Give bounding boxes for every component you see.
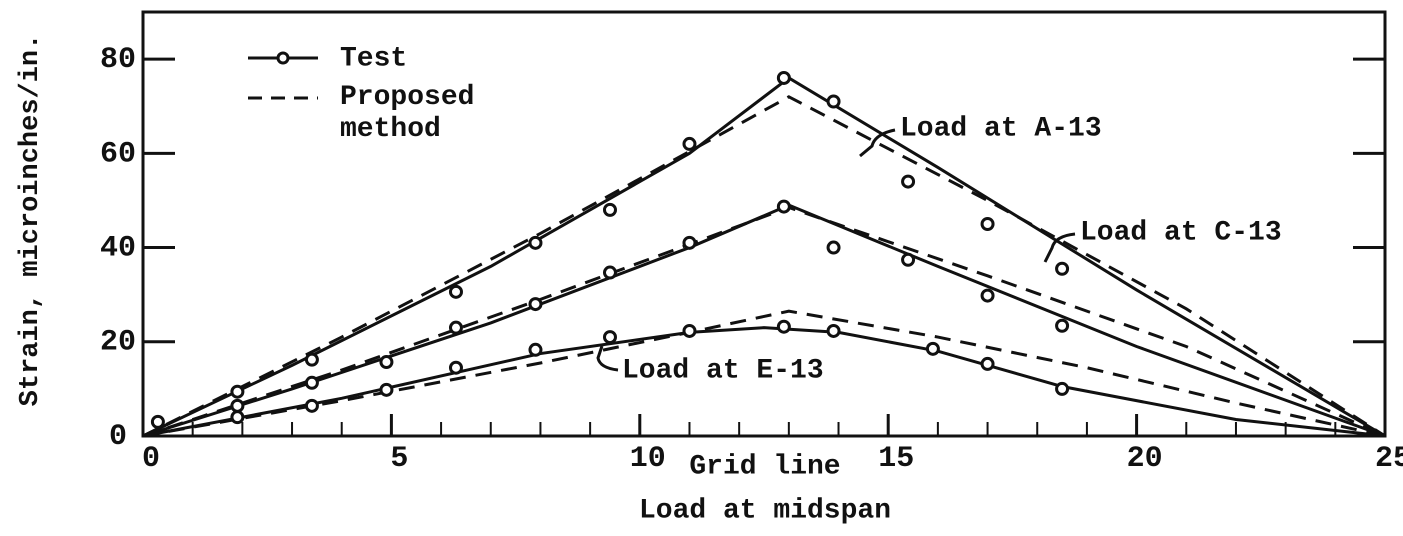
test-line: [142, 203, 1386, 438]
test-point: [1055, 318, 1070, 333]
test-point: [776, 319, 791, 334]
test-point: [901, 174, 916, 189]
test-point: [379, 355, 394, 370]
x-axis-label: Grid line: [689, 451, 840, 482]
x-tick-label: 0: [142, 442, 160, 476]
annotation-leader: [596, 345, 619, 372]
legend-label: Proposed method: [340, 82, 475, 145]
series-label: Load at E-13: [622, 355, 824, 386]
legend-label: Test: [340, 43, 407, 74]
series-label: Load at A-13: [900, 113, 1102, 144]
test-point: [448, 320, 463, 335]
plot-frame: [141, 10, 1387, 438]
y-tick-label: 60: [100, 137, 136, 171]
test-point: [528, 342, 543, 357]
x-tick-label: 10: [630, 442, 666, 476]
test-point: [776, 199, 791, 214]
subtitle: Load at midspan: [639, 495, 891, 526]
test-point: [602, 202, 617, 217]
test-point: [150, 414, 165, 429]
test-point: [230, 384, 245, 399]
proposed-line: [142, 95, 1386, 438]
proposed-line: [142, 309, 1386, 438]
test-point: [304, 398, 319, 413]
test-point: [448, 360, 463, 375]
y-tick-label: 40: [100, 231, 136, 265]
test-point: [528, 297, 543, 312]
test-point: [826, 323, 841, 338]
test-line: [142, 76, 1386, 438]
test-point: [448, 284, 463, 299]
test-point: [304, 375, 319, 390]
test-point: [925, 341, 940, 356]
y-tick-label: 0: [109, 420, 127, 454]
test-line: [142, 326, 1386, 438]
y-axis-label: Strain, microinches/in.: [16, 34, 46, 407]
test-point: [980, 217, 995, 231]
x-tick-label: 5: [390, 442, 408, 476]
test-point: [980, 288, 995, 303]
test-point: [528, 235, 543, 250]
series-label: Load at C-13: [1080, 217, 1282, 248]
annotation-leader: [1043, 232, 1076, 263]
x-tick-label: 25: [1375, 442, 1403, 476]
test-point: [901, 252, 916, 267]
y-tick-label: 20: [100, 326, 136, 360]
test-point: [682, 136, 697, 151]
annotation-leader: [859, 128, 896, 158]
y-tick-label: 80: [100, 43, 136, 77]
test-point: [826, 94, 841, 109]
test-point: [682, 323, 697, 338]
test-point: [230, 398, 245, 413]
test-point: [1055, 261, 1070, 276]
test-point: [602, 265, 617, 280]
x-tick-label: 15: [878, 442, 914, 476]
x-tick-label: 20: [1127, 442, 1163, 476]
test-point: [379, 382, 394, 397]
legend-test-marker: [276, 51, 290, 65]
test-point: [776, 70, 791, 85]
test-point: [602, 330, 617, 345]
test-point: [1055, 381, 1070, 396]
test-point: [304, 352, 319, 367]
test-point: [826, 240, 841, 255]
test-point: [230, 410, 245, 425]
test-point: [682, 235, 697, 250]
test-point: [980, 356, 995, 371]
